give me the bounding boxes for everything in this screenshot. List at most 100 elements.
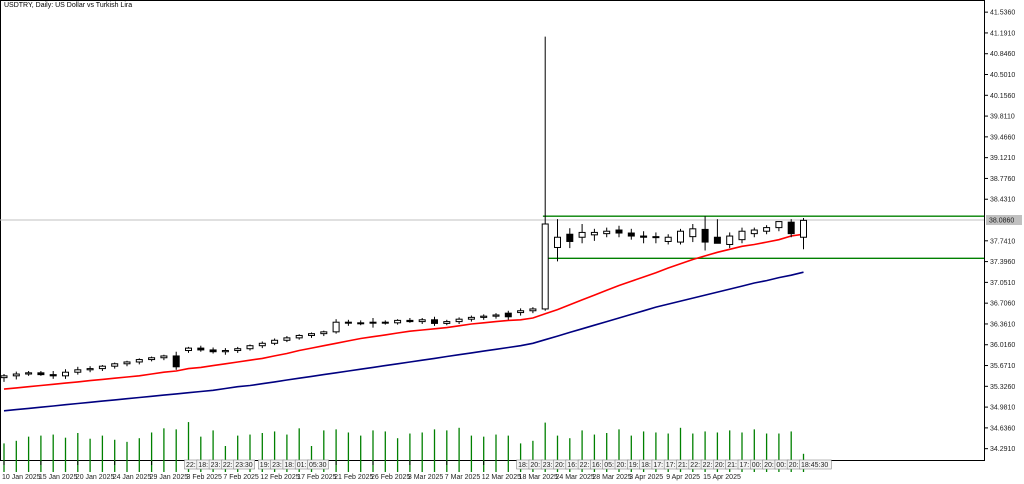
candle-32 xyxy=(394,319,402,325)
session-label-31: 00: xyxy=(774,459,790,470)
session-label-14: 16: xyxy=(565,459,580,470)
candle-39 xyxy=(480,314,488,320)
session-label-3: 22: xyxy=(221,459,236,470)
price-tick-label-14: 36.3610 xyxy=(990,321,1015,328)
candle-59 xyxy=(726,232,734,249)
session-label-30: 20: xyxy=(762,459,777,470)
candle-12 xyxy=(148,356,156,362)
candle-37 xyxy=(455,317,463,325)
candle-53 xyxy=(652,232,660,244)
session-label-text-7: 18: xyxy=(284,462,294,469)
session-label-text-24: 22: xyxy=(690,462,700,469)
session-label-text-30: 20: xyxy=(764,462,774,469)
fast-ma-line xyxy=(3,233,804,390)
candle-body-11 xyxy=(135,359,143,363)
candle-29 xyxy=(357,320,365,326)
candles-layer xyxy=(0,36,807,382)
candle-0 xyxy=(0,374,8,382)
session-label-11: 20: xyxy=(528,459,544,470)
date-tick-label-11: 3 Mar 2025 xyxy=(408,474,444,481)
candle-45 xyxy=(554,219,561,262)
session-label-text-13: 20: xyxy=(555,462,565,469)
session-label-text-12: 23: xyxy=(543,462,553,469)
session-label-0: 22: xyxy=(184,459,199,470)
date-tick-label-12: 7 Mar 2025 xyxy=(445,474,481,481)
candle-body-34 xyxy=(418,319,426,323)
date-tick-label-10: 26 Feb 2025 xyxy=(371,474,410,481)
session-label-text-17: 05: xyxy=(604,462,614,469)
price-tick-label-7: 39.1210 xyxy=(990,155,1015,162)
candle-62 xyxy=(763,225,771,235)
price-tick-label-2: 40.8460 xyxy=(990,51,1015,58)
session-label-text-20: 18: xyxy=(641,462,651,469)
candle-38 xyxy=(467,315,475,322)
candle-body-39 xyxy=(480,315,488,318)
candle-65 xyxy=(800,217,807,250)
date-tick-label-9: 21 Feb 2025 xyxy=(334,474,373,481)
session-label-9: 05:30 xyxy=(307,459,329,470)
candle-body-44 xyxy=(541,223,549,310)
candle-15 xyxy=(185,346,192,353)
price-tick-label-16: 35.6710 xyxy=(990,363,1015,370)
session-label-16: 16: xyxy=(590,459,605,470)
price-tick-label-10: 37.7410 xyxy=(990,238,1015,245)
date-tick-label-2: 20 Jan 2025 xyxy=(76,474,115,481)
session-label-text-6: 23: xyxy=(272,462,282,469)
price-tick-label-15: 36.0160 xyxy=(990,342,1015,349)
candle-body-54 xyxy=(664,236,672,242)
current-price-tag xyxy=(986,215,1022,226)
candle-64 xyxy=(787,219,795,238)
session-label-text-0: 22: xyxy=(186,462,196,469)
candle-34 xyxy=(418,317,426,325)
session-label-20: 18: xyxy=(639,459,654,470)
price-tick-label-5: 39.8110 xyxy=(990,114,1015,121)
candle-body-52 xyxy=(640,235,648,238)
session-label-text-21: 17: xyxy=(653,462,663,469)
candle-61 xyxy=(750,227,758,238)
session-label-text-25: 22: xyxy=(703,462,713,469)
candle-5 xyxy=(62,369,69,379)
candle-body-31 xyxy=(381,321,389,324)
candle-body-49 xyxy=(603,230,611,235)
date-tick-label-14: 18 Mar 2025 xyxy=(519,474,558,481)
candle-54 xyxy=(664,234,672,245)
candle-body-63 xyxy=(775,221,783,229)
candle-52 xyxy=(640,231,648,244)
candle-48 xyxy=(590,228,598,241)
candle-50 xyxy=(615,225,623,238)
date-tick-label-13: 12 Mar 2025 xyxy=(482,474,521,481)
session-label-1: 18: xyxy=(196,459,211,470)
session-label-32: 20: xyxy=(786,459,802,470)
candle-body-40 xyxy=(492,314,500,317)
session-label-10: 18: xyxy=(516,459,531,470)
candle-58 xyxy=(713,219,721,244)
session-label-2: 23: xyxy=(208,459,224,470)
chart-title: USDTRY, Daily: US Dollar vs Turkish Lira xyxy=(4,2,133,9)
candle-body-24 xyxy=(295,334,303,339)
candle-19 xyxy=(234,346,242,353)
candle-body-1 xyxy=(12,373,20,377)
date-tick-label-15: 24 Mar 2025 xyxy=(556,474,595,481)
date-tick-label-5: 3 Feb 2025 xyxy=(187,474,223,481)
fast-ma-layer xyxy=(3,233,804,390)
candle-body-18 xyxy=(221,350,229,353)
candle-body-6 xyxy=(74,369,82,373)
candle-18 xyxy=(221,348,229,355)
slow-ma-layer xyxy=(3,271,804,412)
candle-body-60 xyxy=(738,230,746,241)
session-label-text-1: 18: xyxy=(198,462,208,469)
session-label-text-18: 20: xyxy=(617,462,627,469)
candle-46 xyxy=(566,228,574,249)
candle-body-12 xyxy=(148,357,156,361)
candle-body-47 xyxy=(578,231,586,238)
candle-51 xyxy=(627,228,635,240)
candle-body-50 xyxy=(615,229,623,234)
session-label-text-15: 22: xyxy=(580,462,590,469)
session-label-text-5: 19: xyxy=(260,462,270,469)
candle-1 xyxy=(12,371,20,380)
session-label-text-8: 01: xyxy=(297,462,307,469)
session-label-text-4: 23:30 xyxy=(235,462,253,469)
candle-6 xyxy=(74,366,82,375)
candle-7 xyxy=(86,366,94,373)
